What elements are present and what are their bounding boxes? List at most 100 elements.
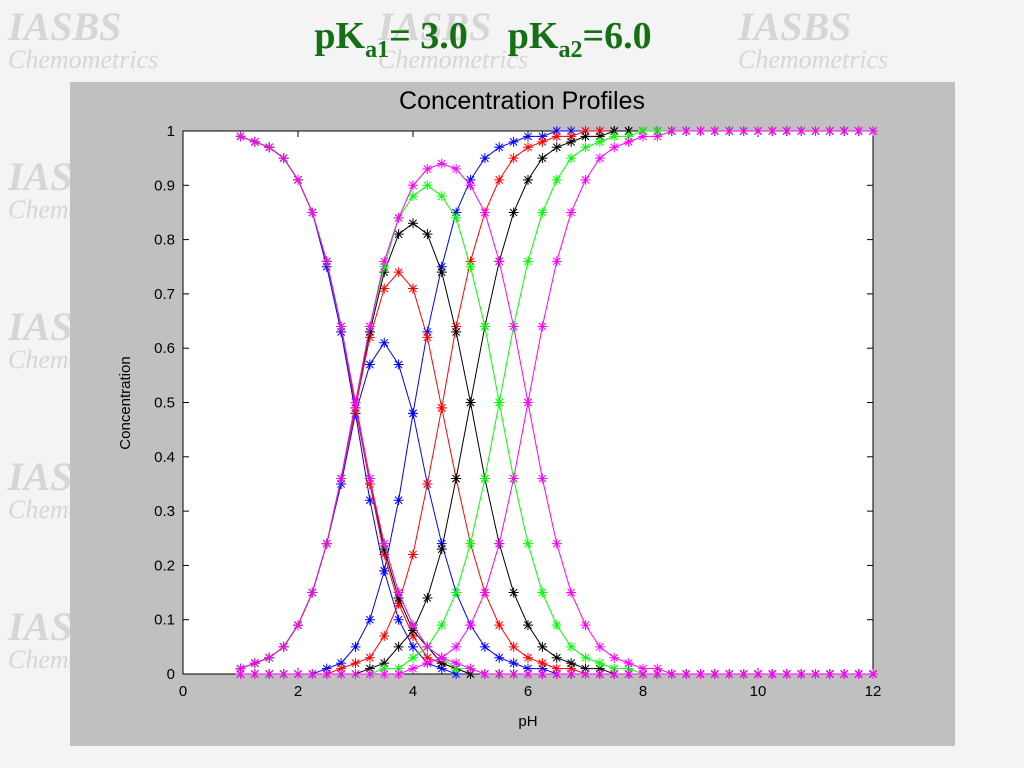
- data-marker: [393, 669, 404, 679]
- data-marker: [336, 663, 347, 674]
- y-tick-label: 0.9: [154, 177, 175, 194]
- data-marker: [379, 630, 390, 641]
- data-marker: [350, 669, 361, 679]
- data-marker: [364, 359, 375, 370]
- data-marker: [652, 131, 663, 142]
- data-marker: [393, 663, 404, 674]
- data-marker: [364, 326, 375, 337]
- data-marker: [393, 495, 404, 506]
- watermark-line: IASBS: [737, 4, 851, 49]
- data-marker: [724, 126, 735, 136]
- data-marker: [494, 538, 505, 549]
- data-marker: [293, 174, 303, 185]
- data-marker: [508, 136, 519, 147]
- data-marker: [609, 142, 620, 153]
- data-marker: [307, 207, 318, 218]
- data-marker: [839, 669, 850, 679]
- data-marker: [336, 326, 347, 337]
- x-tick-label: 6: [524, 683, 532, 700]
- y-tick-label: 0.6: [154, 340, 175, 357]
- data-marker: [695, 669, 706, 679]
- data-marker: [709, 126, 720, 136]
- data-marker: [350, 641, 361, 652]
- data-marker: [767, 126, 778, 136]
- data-marker: [422, 229, 433, 240]
- data-marker: [364, 663, 375, 674]
- data-marker: [408, 620, 418, 631]
- data-marker: [249, 658, 260, 669]
- data-marker: [307, 669, 318, 679]
- data-marker: [738, 126, 749, 136]
- data-marker: [523, 397, 533, 408]
- data-marker: [436, 663, 447, 674]
- data-marker: [494, 174, 505, 185]
- data-marker: [408, 549, 418, 560]
- data-marker: [709, 669, 720, 679]
- data-marker: [796, 126, 807, 136]
- data-marker: [465, 620, 476, 631]
- data-marker: [364, 332, 375, 343]
- data-marker: [336, 669, 347, 679]
- data-marker: [537, 321, 548, 332]
- data-marker: [523, 620, 533, 631]
- data-marker: [508, 641, 519, 652]
- data-marker: [566, 587, 577, 598]
- data-marker: [408, 663, 418, 674]
- data-marker: [422, 592, 433, 603]
- data-marker: [537, 131, 548, 142]
- data-marker: [350, 397, 361, 408]
- data-marker: [408, 652, 418, 663]
- watermark-line: Chemometrics: [738, 45, 888, 74]
- data-marker: [249, 669, 260, 679]
- data-marker: [623, 663, 634, 674]
- watermark-line: IASBS: [377, 4, 491, 49]
- data-marker: [408, 180, 418, 191]
- watermark-line: Chemometrics: [378, 45, 528, 74]
- data-marker: [379, 658, 390, 669]
- x-tick-label: 0: [179, 683, 187, 700]
- data-marker: [551, 669, 562, 679]
- data-marker: [422, 658, 433, 669]
- data-marker: [868, 669, 878, 679]
- data-marker: [436, 658, 447, 669]
- data-marker: [465, 174, 476, 185]
- data-marker: [609, 126, 620, 136]
- data-marker: [422, 332, 433, 343]
- data-marker: [436, 544, 447, 555]
- data-marker: [494, 397, 505, 408]
- data-marker: [508, 207, 519, 218]
- data-marker: [465, 397, 476, 408]
- data-marker: [451, 212, 462, 223]
- data-marker: [638, 669, 648, 679]
- data-marker: [336, 658, 347, 669]
- data-marker: [422, 641, 433, 652]
- data-marker: [810, 669, 821, 679]
- data-marker: [422, 164, 433, 175]
- y-tick-label: 0.3: [154, 503, 175, 520]
- data-marker: [408, 283, 418, 294]
- data-marker: [321, 669, 332, 679]
- title-base: pK: [314, 15, 365, 57]
- data-marker: [594, 131, 605, 142]
- data-marker: [321, 261, 332, 272]
- data-marker: [609, 131, 620, 142]
- data-marker: [393, 598, 404, 609]
- data-marker: [451, 164, 462, 175]
- data-marker: [652, 663, 663, 674]
- data-marker: [379, 261, 390, 272]
- data-marker: [666, 669, 677, 679]
- data-marker: [566, 663, 577, 674]
- data-marker: [681, 669, 692, 679]
- x-axis-label: pH: [518, 713, 537, 730]
- data-marker: [379, 337, 390, 348]
- data-marker: [364, 321, 375, 332]
- data-marker: [393, 614, 404, 625]
- data-marker: [465, 538, 476, 549]
- data-marker: [638, 126, 648, 136]
- data-marker: [508, 658, 519, 669]
- y-tick-label: 0.8: [154, 232, 175, 249]
- data-marker: [379, 544, 390, 555]
- data-marker: [494, 669, 505, 679]
- data-marker: [551, 538, 562, 549]
- data-marker: [508, 669, 519, 679]
